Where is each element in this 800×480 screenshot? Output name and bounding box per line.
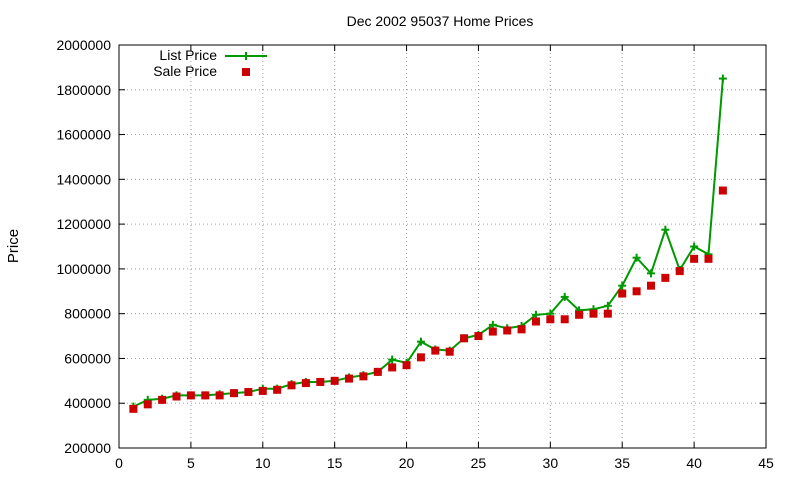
sale-price-point xyxy=(273,385,282,394)
sale-price-point xyxy=(345,374,354,383)
sale-price-point xyxy=(632,287,641,296)
sale-price-point xyxy=(402,361,411,370)
sale-price-point xyxy=(589,309,598,318)
y-tick-label: 1400000 xyxy=(56,171,111,187)
sale-price-point xyxy=(460,334,469,343)
sale-price-point xyxy=(129,404,138,413)
list-price-point xyxy=(646,269,655,278)
list-price-point xyxy=(632,253,641,262)
list-price-point xyxy=(718,74,727,83)
sale-price-point xyxy=(230,389,239,398)
sale-price-point xyxy=(201,391,210,400)
sale-price-point xyxy=(718,186,727,195)
y-tick-label: 400000 xyxy=(64,395,111,411)
y-tick-label: 1200000 xyxy=(56,216,111,232)
sale-price-point xyxy=(546,315,555,324)
x-tick-label: 25 xyxy=(471,455,487,471)
sale-price-point xyxy=(143,400,152,409)
list-price-point xyxy=(618,281,627,290)
x-tick-label: 30 xyxy=(543,455,559,471)
x-tick-label: 40 xyxy=(686,455,702,471)
legend-marker-sale-price xyxy=(242,68,250,76)
x-tick-label: 35 xyxy=(614,455,630,471)
sale-price-point xyxy=(646,281,655,290)
sale-price-point xyxy=(258,386,267,395)
list-price-line xyxy=(132,78,724,408)
y-tick-label: 200000 xyxy=(64,440,111,456)
sale-price-point xyxy=(690,254,699,263)
sale-price-point xyxy=(316,377,325,386)
sale-price-point xyxy=(531,317,540,326)
legend-marker-list-price xyxy=(242,52,250,60)
sale-price-point xyxy=(575,310,584,319)
x-tick-label: 45 xyxy=(758,455,774,471)
list-price-point xyxy=(603,301,612,310)
list-price-point xyxy=(388,355,397,364)
sale-price-point xyxy=(373,367,382,376)
legend-label-sale-price: Sale Price xyxy=(153,63,217,79)
y-tick-label: 600000 xyxy=(64,350,111,366)
legend-label-list-price: List Price xyxy=(159,47,217,63)
sale-price-point xyxy=(359,372,368,381)
sale-price-point xyxy=(618,289,627,298)
sale-price-point xyxy=(416,353,425,362)
x-tick-label: 15 xyxy=(327,455,343,471)
list-price-point xyxy=(690,242,699,251)
list-price-point xyxy=(488,320,497,329)
plot-frame xyxy=(118,44,767,449)
sale-price-point xyxy=(603,309,612,318)
sale-price-point xyxy=(215,391,224,400)
sale-price-point xyxy=(172,392,181,401)
sale-price-point xyxy=(488,327,497,336)
list-price-point xyxy=(661,225,670,234)
list-price-point xyxy=(416,337,425,346)
grid-lines xyxy=(119,45,766,448)
x-tick-label: 10 xyxy=(255,455,271,471)
sale-price-point xyxy=(560,315,569,324)
sale-price-point xyxy=(675,267,684,276)
sale-price-point xyxy=(474,332,483,341)
sale-price-point xyxy=(661,273,670,282)
sale-price-point xyxy=(503,326,512,335)
y-tick-label: 1000000 xyxy=(56,261,111,277)
chart-title: Dec 2002 95037 Home Prices xyxy=(347,13,534,29)
sale-price-point xyxy=(431,346,440,355)
sale-price-point xyxy=(301,379,310,388)
x-tick-label: 5 xyxy=(187,455,195,471)
y-axis-label: Price xyxy=(5,229,22,263)
axis-ticks: 200000 400000 600000 800000 1000000 1200000 14… xyxy=(56,37,774,471)
sale-price-point xyxy=(158,395,167,404)
sale-price-point xyxy=(186,391,195,400)
sale-price-point xyxy=(388,363,397,372)
y-tick-label: 1600000 xyxy=(56,127,111,143)
y-tick-label: 1800000 xyxy=(56,82,111,98)
sale-price-point xyxy=(445,347,454,356)
y-tick-label: 2000000 xyxy=(56,37,111,53)
sale-price-point xyxy=(704,254,713,263)
series-layer xyxy=(129,74,727,413)
x-tick-label: 20 xyxy=(399,455,415,471)
sale-price-point xyxy=(244,388,253,397)
list-price-point xyxy=(560,292,569,301)
list-price-point xyxy=(531,310,540,319)
y-tick-label: 800000 xyxy=(64,306,111,322)
sale-price-point xyxy=(287,381,296,390)
sale-price-point xyxy=(517,325,526,334)
x-tick-label: 0 xyxy=(115,455,123,471)
sale-price-point xyxy=(330,376,339,385)
